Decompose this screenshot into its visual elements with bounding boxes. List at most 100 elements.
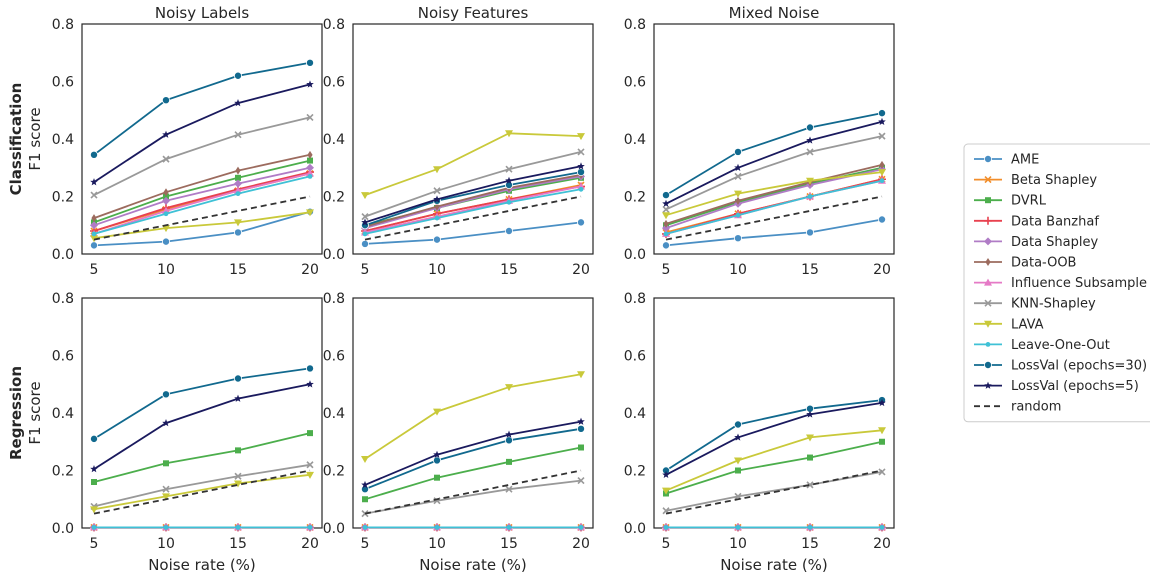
data-point-lossval-epochs-5: [662, 199, 670, 207]
series-lava: [361, 130, 585, 200]
data-point-leave-one-out: [91, 231, 97, 237]
series-leave-one-out: [91, 173, 313, 237]
legend-label-dvrl: DVRL: [1011, 194, 1047, 209]
data-point-lava: [806, 434, 814, 442]
data-point-knn-shapley: [577, 148, 585, 156]
data-point-lava: [433, 166, 441, 174]
legend-marker-leave-one-out: [985, 342, 991, 347]
data-point-ame: [233, 228, 242, 237]
data-point-leave-one-out: [578, 186, 584, 192]
data-point-leave-one-out: [434, 215, 440, 221]
data-point-knn-shapley: [505, 485, 513, 493]
data-point-lossval-epochs-30: [734, 147, 743, 156]
legend-label-data-oob: Data-OOB: [1011, 256, 1076, 271]
data-point-knn-shapley: [662, 205, 670, 214]
legend-box: [963, 143, 1150, 423]
y-tick-label: 0.2: [52, 464, 74, 480]
data-point-dvrl: [506, 458, 512, 465]
data-point-leave-one-out: [578, 525, 584, 530]
data-point-dvrl: [91, 479, 97, 485]
y-tick-label: 0.0: [323, 247, 345, 263]
data-point-lava: [878, 427, 886, 435]
series-knn-shapley: [361, 476, 585, 518]
data-point-ame: [161, 237, 170, 246]
legend: AME Beta Shapley DVRL Data Banzhaf Data Shap…: [963, 143, 1150, 423]
series-lossval-epochs-5: [361, 417, 585, 489]
y-tick-label: 0.2: [323, 464, 345, 480]
panel-classification-noisy-labels: 0.0 0.2 0.4 0.6 0.8 5 10 15 20: [52, 17, 323, 278]
legend-marker-beta-shapley: [984, 176, 992, 184]
series-line-lava: [364, 132, 582, 196]
x-tick-label: 10: [157, 536, 175, 552]
data-point-dvrl: [235, 447, 241, 454]
series-line-lossval-epochs-30: [93, 367, 311, 440]
legend-item-lossval-epochs-30: LossVal (epochs=30): [974, 359, 1147, 374]
data-point-dvrl: [163, 460, 169, 467]
data-point-lossval-epochs-30: [90, 434, 99, 443]
legend-marker-lava: [984, 320, 992, 328]
series-line-knn-shapley: [364, 479, 582, 515]
x-tick-label: 15: [229, 536, 247, 552]
y-tick-label: 0.6: [52, 75, 74, 91]
data-point-data-oob: [663, 219, 669, 228]
data-point-leave-one-out: [307, 525, 313, 530]
data-point-lava: [361, 192, 369, 200]
series-line-lossval-epochs-30: [93, 61, 311, 156]
y-tick-label: 0.2: [52, 190, 74, 206]
series-dvrl: [91, 430, 313, 485]
data-point-lossval-epochs-5: [306, 380, 314, 388]
data-point-data-shapley: [162, 196, 170, 205]
data-point-leave-one-out: [307, 173, 313, 179]
data-point-influence-subsample: [162, 206, 170, 214]
series-line-knn-shapley: [93, 116, 311, 196]
panel-classification-mixed-noise: 0.0 0.2 0.4 0.6 0.8 5 10 15 20: [624, 17, 895, 278]
series-ame: [662, 215, 887, 250]
y-tick-label: 0.0: [52, 247, 74, 263]
x-tick-label: 20: [873, 262, 891, 278]
data-point-lossval-epochs-5: [662, 470, 670, 479]
data-point-leave-one-out: [663, 525, 669, 530]
legend-marker-ame: [984, 154, 993, 163]
y-tick-label: 0.6: [52, 349, 74, 365]
data-point-lossval-epochs-30: [90, 150, 99, 159]
x-tick-label: 15: [500, 536, 518, 552]
data-point-lossval-epochs-30: [305, 364, 314, 373]
data-point-knn-shapley: [162, 155, 170, 163]
data-point-leave-one-out: [434, 525, 440, 530]
data-point-ame: [878, 215, 887, 224]
x-tick-label: 10: [729, 262, 747, 278]
y-tick-label: 0.2: [323, 190, 345, 206]
legend-label-beta-shapley: Beta Shapley: [1011, 173, 1097, 188]
data-point-lossval-epochs-30: [577, 424, 586, 433]
series-leave-one-out: [91, 525, 313, 530]
series-lossval-epochs-5: [90, 380, 314, 473]
data-point-dvrl: [235, 174, 241, 181]
data-point-data-oob: [735, 196, 741, 205]
series-line-leave-one-out: [665, 179, 883, 235]
data-point-lossval-epochs-5: [234, 99, 242, 107]
y-tick-label: 0.8: [624, 291, 646, 307]
legend-item-ame: AME: [974, 153, 1039, 168]
data-point-lava: [433, 408, 441, 416]
legend-item-data-banzhaf: Data Banzhaf: [974, 214, 1099, 229]
series-knn-shapley: [90, 461, 314, 511]
data-point-lossval-epochs-5: [806, 136, 814, 144]
series-line-dvrl: [364, 446, 582, 501]
legend-item-knn-shapley: KNN-Shapley: [974, 297, 1096, 312]
x-tick-label: 20: [301, 536, 319, 552]
data-point-data-shapley: [306, 163, 314, 172]
data-point-ame: [577, 218, 586, 227]
series-line-ame: [665, 218, 883, 247]
series-lossval-epochs-30: [662, 109, 887, 200]
data-point-lossval-epochs-30: [504, 436, 513, 445]
data-point-data-shapley: [234, 179, 242, 188]
series-line-lossval-epochs-5: [364, 165, 582, 224]
data-point-knn-shapley: [234, 472, 242, 480]
legend-item-influence-subsample: Influence Subsample: [974, 276, 1147, 291]
x-tick-label: 20: [873, 536, 891, 552]
y-tick-label: 0.4: [624, 406, 646, 422]
series-line-leave-one-out: [364, 188, 582, 235]
data-point-lava: [162, 493, 170, 501]
legend-label-random: random: [1011, 400, 1061, 415]
